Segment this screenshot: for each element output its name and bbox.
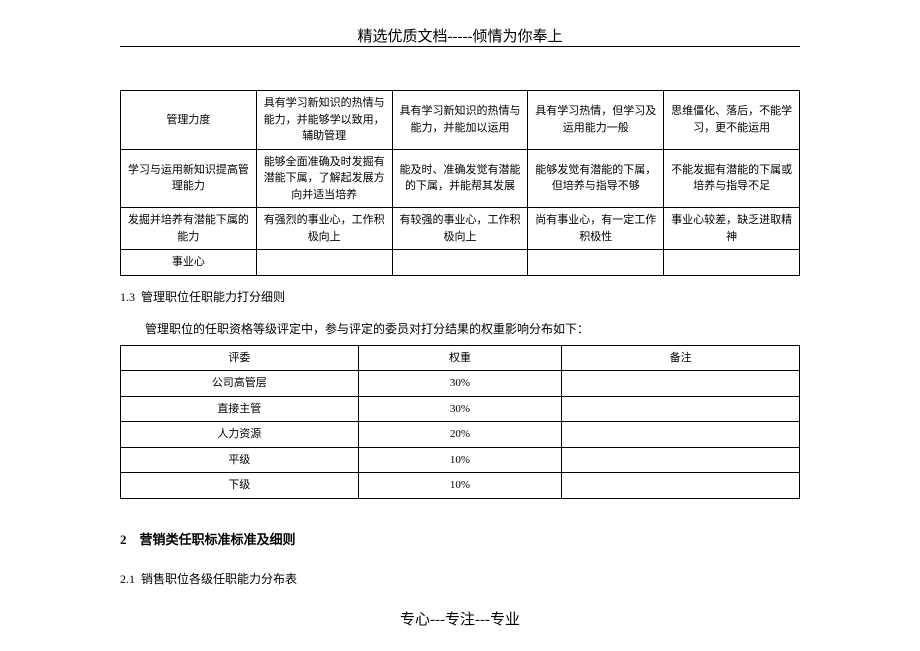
management-ability-table: 管理力度 具有学习新知识的热情与能力，并能够学以致用，辅助管理 具有学习新知识的… [120,90,800,276]
table-cell: 具有学习热情，但学习及运用能力一般 [528,91,664,150]
table-cell: 思维僵化、落后，不能学习，更不能运用 [664,91,800,150]
table-cell: 下级 [121,473,359,499]
table-row: 管理力度 具有学习新知识的热情与能力，并能够学以致用，辅助管理 具有学习新知识的… [121,91,800,150]
table-cell [528,250,664,276]
table-cell: 30% [358,371,562,397]
table-cell: 尚有事业心，有一定工作积极性 [528,208,664,250]
table-header-cell: 评委 [121,345,359,371]
table-cell [562,447,800,473]
table-header-row: 评委 权重 备注 [121,345,800,371]
table-cell: 平级 [121,447,359,473]
table-row: 下级 10% [121,473,800,499]
section-number: 2.1 [120,572,135,586]
table-row: 直接主管 30% [121,396,800,422]
table-row: 公司高管层 30% [121,371,800,397]
table-cell: 10% [358,473,562,499]
table-cell: 有强烈的事业心，工作积极向上 [256,208,392,250]
table-row: 事业心 [121,250,800,276]
table-row: 学习与运用新知识提高管理能力 能够全面准确及时发掘有潜能下属，了解起发展方向并适… [121,149,800,208]
table-cell: 能及时、准确发觉有潜能的下属，并能帮其发展 [392,149,528,208]
table-cell: 30% [358,396,562,422]
section-number: 2 [120,532,127,547]
table-cell: 能够全面准确及时发掘有潜能下属，了解起发展方向并适当培养 [256,149,392,208]
table-row: 发掘并培养有潜能下属的能力 有强烈的事业心，工作积极向上 有较强的事业心，工作积… [121,208,800,250]
section-title: 管理职位任职能力打分细则 [141,290,285,304]
table-cell: 不能发掘有潜能的下属或培养与指导不足 [664,149,800,208]
table-cell [562,473,800,499]
section-1-3-description: 管理职位的任职资格等级评定中，参与评定的委员对打分结果的权重影响分布如下： [145,320,800,337]
table-cell [664,250,800,276]
table-cell: 10% [358,447,562,473]
table-cell: 具有学习新知识的热情与能力，并能够学以致用，辅助管理 [256,91,392,150]
table-cell: 管理力度 [121,91,257,150]
table-cell [562,396,800,422]
table-cell: 事业心较差，缺乏进取精神 [664,208,800,250]
document-content: 管理力度 具有学习新知识的热情与能力，并能够学以致用，辅助管理 具有学习新知识的… [120,90,800,587]
section-title: 营销类任职标准标准及细则 [140,532,296,547]
table-cell: 人力资源 [121,422,359,448]
page-footer: 专心---专注---专业 [0,608,920,629]
table-cell: 能够发觉有潜能的下属，但培养与指导不够 [528,149,664,208]
table-cell [562,422,800,448]
table-cell: 公司高管层 [121,371,359,397]
table-cell: 直接主管 [121,396,359,422]
table-cell [256,250,392,276]
weight-distribution-table: 评委 权重 备注 公司高管层 30% 直接主管 30% 人力资源 20% 平级 … [120,345,800,499]
table-header-cell: 权重 [358,345,562,371]
table-cell [562,371,800,397]
page-header: 精选优质文档-----倾情为你奉上 [0,25,920,46]
section-2-heading: 2 营销类任职标准标准及细则 [120,529,800,548]
header-divider [120,46,800,47]
table-cell: 有较强的事业心，工作积极向上 [392,208,528,250]
table-cell [392,250,528,276]
section-number: 1.3 [120,290,135,304]
table-cell: 学习与运用新知识提高管理能力 [121,149,257,208]
section-title: 销售职位各级任职能力分布表 [141,572,297,586]
section-2-1-heading: 2.1 销售职位各级任职能力分布表 [120,570,800,587]
table-cell: 事业心 [121,250,257,276]
section-1-3-heading: 1.3 管理职位任职能力打分细则 [120,288,800,305]
table-cell: 具有学习新知识的热情与能力，并能加以运用 [392,91,528,150]
table-row: 人力资源 20% [121,422,800,448]
table-cell: 发掘并培养有潜能下属的能力 [121,208,257,250]
table-row: 平级 10% [121,447,800,473]
table-cell: 20% [358,422,562,448]
table-header-cell: 备注 [562,345,800,371]
